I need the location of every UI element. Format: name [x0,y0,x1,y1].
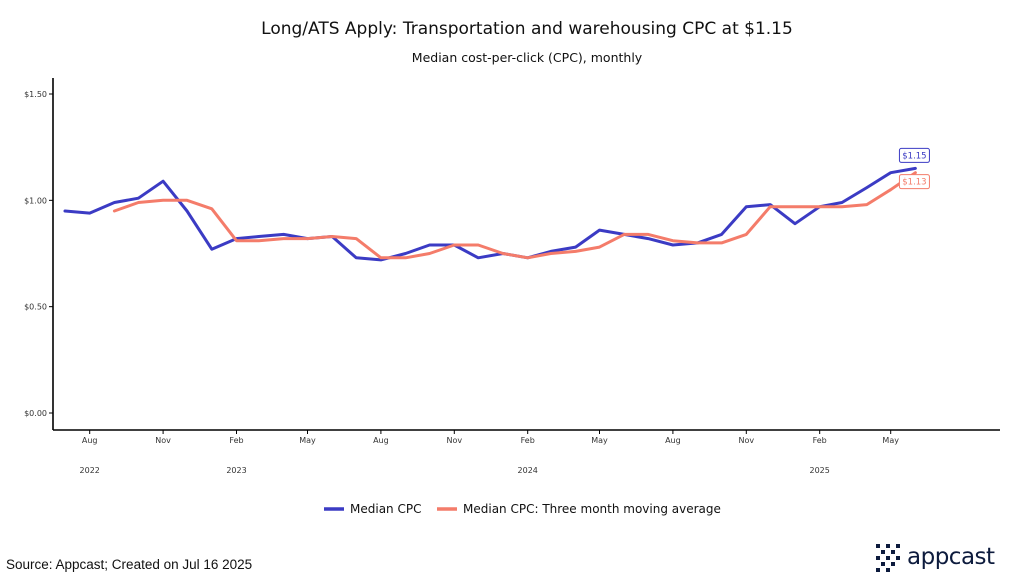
logo-dot [886,556,890,560]
series-line-median-cpc [63,166,917,262]
logo-dot [881,562,885,566]
x-tick-label: Feb [229,436,243,445]
y-tick-label: $1.50 [24,90,47,99]
y-tick-label: $0.00 [24,409,47,418]
end-label-text: $1.15 [902,151,926,161]
x-year-label: 2025 [810,466,830,475]
end-label-box [898,147,930,163]
x-year-label: 2024 [518,466,538,475]
x-tick-label: Feb [521,436,535,445]
x-tick-label: May [882,436,899,445]
logo-dot [876,544,880,548]
appcast-logo: appcast [876,542,995,572]
plot-area: $1.15 $1.13 [63,147,930,262]
x-tick-label: Nov [446,436,462,445]
logo-dot [876,568,880,572]
legend: Median CPC Median CPC: Three month moving… [324,502,721,516]
logo-dot [891,550,895,554]
end-label-median-cpc: $1.15 [898,147,930,163]
x-tick-label: Aug [82,436,98,445]
logo-dot [876,556,880,560]
x-tick-label: May [591,436,608,445]
end-label-moving-average: $1.13 [898,174,930,190]
source-note: Source: Appcast; Created on Jul 16 2025 [6,557,253,572]
x-tick-label: Nov [738,436,754,445]
logo-dot [886,568,890,572]
legend-item-median-cpc: Median CPC [324,502,421,516]
chart-subtitle: Median cost-per-click (CPC), monthly [412,50,643,65]
legend-label: Median CPC [350,502,421,516]
chart-title: Long/ATS Apply: Transportation and wareh… [261,19,793,39]
axes: $0.00 $0.50 $1.00 $1.50 Aug Nov Feb May Aug Nov Fe… [24,78,1000,475]
end-label-box [898,174,930,190]
x-tick-label: May [299,436,316,445]
y-tick-label: $1.00 [24,196,47,205]
logo-dot [896,556,900,560]
logo-dot [896,544,900,548]
appcast-logo-text: appcast [907,544,995,570]
series-line-moving-average [112,171,917,260]
appcast-logo-mark-icon [876,542,902,572]
x-tick-label: Aug [373,436,389,445]
x-tick-label: Aug [665,436,681,445]
end-label-text: $1.13 [902,178,926,188]
x-tick-label: Nov [155,436,171,445]
x-tick-label: Feb [813,436,827,445]
logo-dot [891,562,895,566]
legend-label: Median CPC: Three month moving average [463,502,721,516]
logo-dot [886,544,890,548]
logo-dot [881,550,885,554]
x-year-label: 2023 [226,466,246,475]
x-year-label: 2022 [80,466,100,475]
legend-item-moving-average: Median CPC: Three month moving average [437,502,721,516]
y-tick-label: $0.50 [24,303,47,312]
